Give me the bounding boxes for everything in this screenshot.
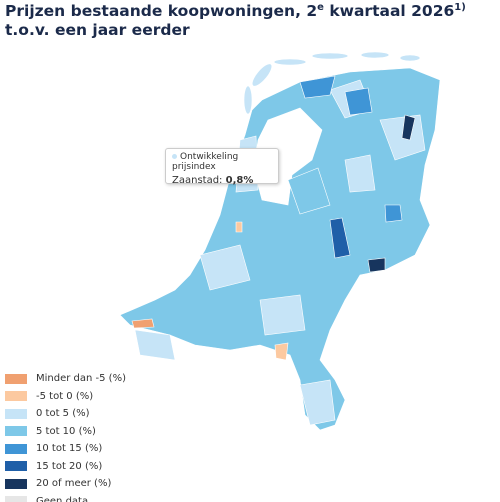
- legend-item[interactable]: Minder dan -5 (%): [5, 370, 126, 388]
- region: [401, 114, 416, 141]
- tooltip-heading: Ontwikkeling prijsindex: [172, 152, 272, 172]
- region: [344, 154, 376, 193]
- island: [251, 63, 273, 87]
- title-footnote: 1): [454, 1, 466, 13]
- legend-label: 5 tot 10 (%): [36, 425, 96, 437]
- legend: Minder dan -5 (%) -5 tot 0 (%) 0 tot 5 (%)…: [5, 370, 126, 502]
- legend-item[interactable]: 10 tot 15 (%): [5, 440, 126, 458]
- island: [399, 54, 421, 62]
- tooltip-value: 0,8%: [225, 175, 254, 186]
- legend-label: Geen data: [36, 495, 89, 502]
- legend-item[interactable]: 20 of meer (%): [5, 475, 126, 493]
- legend-item[interactable]: -5 tot 0 (%): [5, 388, 126, 406]
- legend-item[interactable]: 15 tot 20 (%): [5, 458, 126, 476]
- region: [274, 342, 289, 361]
- region: [134, 329, 176, 361]
- legend-swatch: [5, 373, 27, 384]
- legend-label: 20 of meer (%): [36, 478, 112, 490]
- legend-swatch: [5, 478, 27, 489]
- legend-swatch: [5, 426, 27, 437]
- tooltip: Ontwikkeling prijsindex Zaanstad: 0,8%: [165, 148, 279, 186]
- legend-swatch: [5, 408, 27, 419]
- legend-swatch: [5, 443, 27, 454]
- legend-swatch: [5, 496, 27, 502]
- legend-label: -5 tot 0 (%): [36, 390, 94, 402]
- legend-item[interactable]: 0 tot 5 (%): [5, 405, 126, 423]
- region: [329, 217, 351, 259]
- title: Prijzen bestaande koopwoningen, 2e kwart…: [5, 2, 495, 40]
- tooltip-heading-text: Ontwikkeling prijsindex: [172, 152, 239, 172]
- legend-label: 10 tot 15 (%): [36, 443, 103, 455]
- title-sup: e: [317, 1, 324, 13]
- legend-swatch: [5, 391, 27, 402]
- title-text: t.o.v. een jaar eerder: [5, 21, 190, 39]
- region: [259, 294, 306, 336]
- title-text: Prijzen bestaande koopwoningen, 2: [5, 2, 318, 20]
- island: [243, 85, 253, 115]
- region: [344, 87, 373, 116]
- legend-label: Minder dan -5 (%): [36, 373, 126, 385]
- title-text: kwartaal 2026: [323, 2, 455, 20]
- tooltip-region: Zaanstad:: [172, 175, 223, 186]
- legend-label: 15 tot 20 (%): [36, 460, 103, 472]
- region: [287, 167, 331, 215]
- region: [299, 379, 336, 426]
- legend-item[interactable]: 5 tot 10 (%): [5, 423, 126, 441]
- legend-item[interactable]: Geen data: [5, 493, 126, 502]
- region: [299, 75, 336, 99]
- region: [235, 221, 243, 233]
- region: [384, 204, 403, 223]
- region: [131, 318, 155, 329]
- island: [273, 58, 307, 66]
- island: [311, 52, 349, 60]
- region: [367, 257, 386, 273]
- legend-swatch: [5, 461, 27, 472]
- island: [360, 51, 390, 59]
- region: [199, 244, 251, 291]
- legend-label: 0 tot 5 (%): [36, 408, 90, 420]
